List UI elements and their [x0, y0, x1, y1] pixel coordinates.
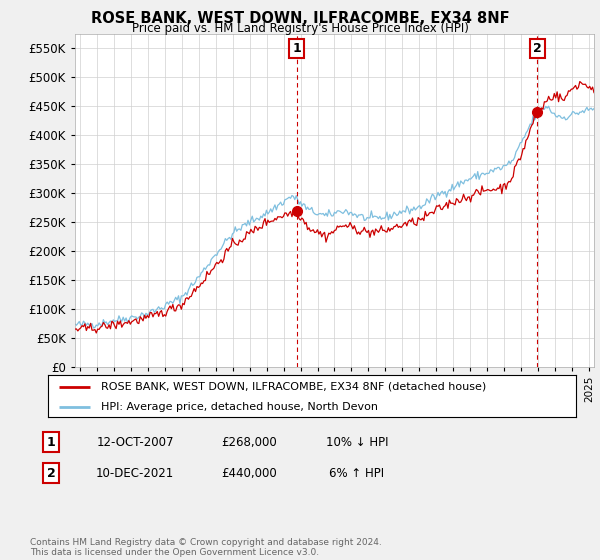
Text: ROSE BANK, WEST DOWN, ILFRACOMBE, EX34 8NF: ROSE BANK, WEST DOWN, ILFRACOMBE, EX34 8… [91, 11, 509, 26]
Text: £268,000: £268,000 [221, 436, 277, 449]
Text: 2: 2 [533, 42, 541, 55]
Text: 2: 2 [47, 466, 55, 480]
Text: 12-OCT-2007: 12-OCT-2007 [96, 436, 174, 449]
Text: Price paid vs. HM Land Registry's House Price Index (HPI): Price paid vs. HM Land Registry's House … [131, 22, 469, 35]
Text: 10-DEC-2021: 10-DEC-2021 [96, 466, 174, 480]
Text: Contains HM Land Registry data © Crown copyright and database right 2024.
This d: Contains HM Land Registry data © Crown c… [30, 538, 382, 557]
Text: 1: 1 [47, 436, 55, 449]
Text: £440,000: £440,000 [221, 466, 277, 480]
Text: 10% ↓ HPI: 10% ↓ HPI [326, 436, 388, 449]
Text: 6% ↑ HPI: 6% ↑ HPI [329, 466, 385, 480]
Text: 1: 1 [292, 42, 301, 55]
Text: ROSE BANK, WEST DOWN, ILFRACOMBE, EX34 8NF (detached house): ROSE BANK, WEST DOWN, ILFRACOMBE, EX34 8… [101, 381, 486, 391]
Text: HPI: Average price, detached house, North Devon: HPI: Average price, detached house, Nort… [101, 402, 378, 412]
